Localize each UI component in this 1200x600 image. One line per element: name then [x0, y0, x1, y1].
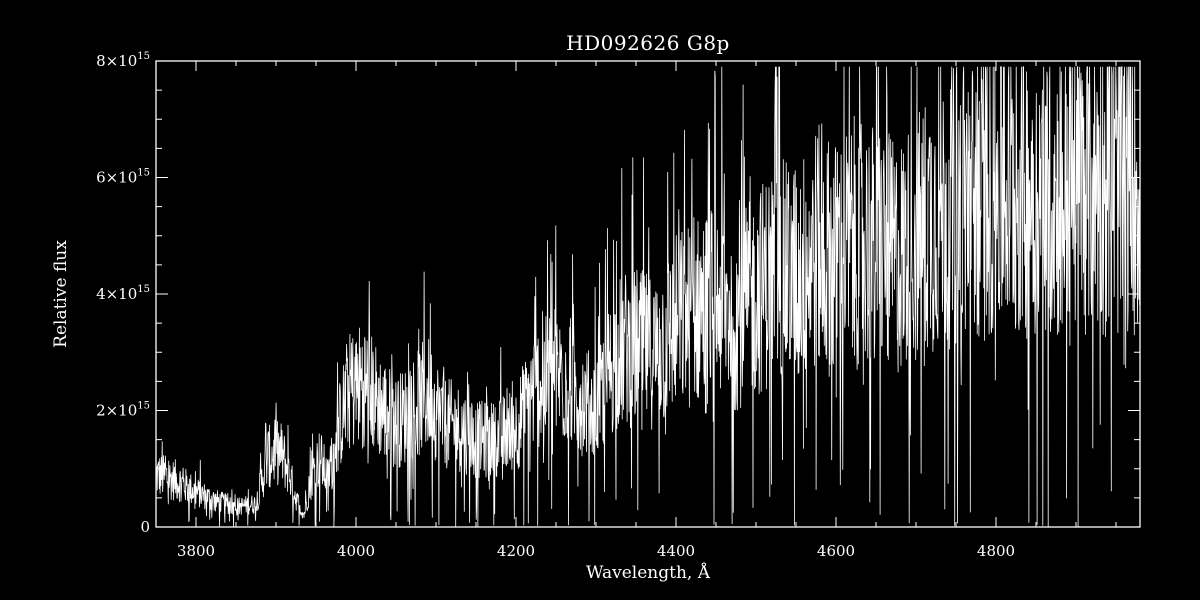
x-axis: 3800 4000 4200 4400 4600 4800: [155, 61, 1117, 560]
x-tick-label: 4200: [497, 542, 535, 560]
x-tick-label: 4400: [657, 542, 695, 560]
x-axis-label: Wavelength, Å: [586, 562, 711, 583]
x-tick-label: 4600: [817, 542, 855, 560]
y-axis-label: Relative flux: [51, 240, 71, 348]
y-tick-label: 6×1015: [96, 168, 150, 187]
y-tick-label: 8×1015: [96, 51, 150, 70]
x-tick-label: 4800: [977, 542, 1015, 560]
plot-area: [155, 66, 1141, 527]
x-tick-label: 3800: [177, 542, 215, 560]
chart-title: HD092626 G8p: [566, 31, 730, 55]
y-tick-label: 0: [140, 518, 150, 536]
y-tick-label: 2×1015: [96, 401, 150, 420]
x-tick-label: 4000: [337, 542, 375, 560]
y-tick-label: 4×1015: [96, 284, 150, 303]
spectrum-line: [155, 66, 1141, 527]
plot-frame: [155, 60, 1141, 528]
y-axis: 0 2×1015 4×1015 6×1015 8×1015: [96, 51, 1140, 536]
